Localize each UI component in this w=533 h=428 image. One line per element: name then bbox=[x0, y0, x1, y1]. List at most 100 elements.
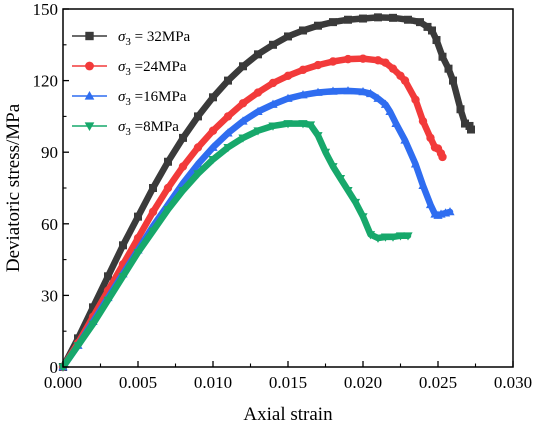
x-tick-label: 0.030 bbox=[494, 373, 532, 392]
data-point-s0-12 bbox=[239, 62, 247, 71]
data-point-s2-20 bbox=[358, 87, 368, 96]
data-point-s3-9 bbox=[193, 170, 203, 179]
data-point-s0-34 bbox=[467, 125, 475, 134]
data-point-s0-31 bbox=[456, 105, 465, 114]
data-point-s2-11 bbox=[223, 128, 233, 137]
data-point-s2-24 bbox=[385, 106, 395, 116]
data-point-s3-10 bbox=[208, 155, 218, 165]
data-point-s0-22 bbox=[389, 13, 397, 22]
data-point-s1-25 bbox=[400, 76, 410, 85]
data-point-s3-15 bbox=[283, 120, 293, 129]
data-point-s0-3 bbox=[104, 272, 112, 281]
data-point-s3-23 bbox=[350, 198, 361, 208]
data-point-s3-7 bbox=[163, 206, 173, 215]
data-point-s3-4 bbox=[118, 272, 128, 282]
data-point-s1-18 bbox=[328, 57, 338, 66]
data-point-s0-14 bbox=[269, 40, 277, 49]
legend-item-0: σ3 = 32MPa bbox=[72, 29, 191, 48]
data-point-s3-19 bbox=[320, 148, 331, 157]
data-point-s2-13 bbox=[253, 106, 263, 116]
data-point-s0-16 bbox=[299, 26, 307, 35]
data-point-s2-9 bbox=[193, 159, 203, 168]
data-point-s0-7 bbox=[164, 157, 172, 166]
data-point-s3-1 bbox=[73, 342, 83, 351]
data-point-s1-7 bbox=[163, 183, 173, 193]
data-point-s3-2 bbox=[88, 320, 98, 329]
data-point-s3-5 bbox=[133, 249, 143, 258]
data-point-s1-14 bbox=[268, 78, 278, 88]
data-point-s3-21 bbox=[335, 175, 346, 184]
y-tick-label: 90 bbox=[41, 143, 58, 162]
data-point-s3-6 bbox=[148, 227, 158, 236]
data-point-s3-22 bbox=[343, 186, 353, 196]
data-point-s1-28 bbox=[426, 133, 435, 143]
data-point-s1-20 bbox=[358, 54, 368, 63]
data-point-s3-26 bbox=[373, 234, 383, 243]
data-point-s0-30 bbox=[449, 76, 457, 85]
data-point-s1-8 bbox=[178, 162, 188, 171]
data-point-s2-27 bbox=[410, 159, 421, 168]
data-point-s1-19 bbox=[343, 54, 353, 64]
data-point-s2-15 bbox=[283, 93, 293, 102]
data-point-s0-29 bbox=[444, 64, 453, 73]
data-point-s0-24 bbox=[416, 18, 424, 27]
data-point-s1-5 bbox=[133, 233, 143, 243]
x-tick-label: 0.020 bbox=[344, 373, 382, 392]
data-point-s1-32 bbox=[438, 152, 447, 162]
data-point-s3-20 bbox=[328, 163, 338, 172]
series-layer bbox=[58, 13, 475, 372]
data-point-s0-23 bbox=[404, 15, 412, 24]
data-point-s0-17 bbox=[314, 21, 322, 30]
data-point-s0-8 bbox=[179, 133, 187, 142]
legend-label: σ3 =16MPa bbox=[118, 89, 187, 108]
legend-item-3: σ3 =8MPa bbox=[72, 119, 179, 138]
data-point-s0-9 bbox=[194, 112, 202, 121]
y-tick-label: 0 bbox=[50, 358, 59, 377]
data-point-s2-29 bbox=[425, 199, 436, 209]
data-point-s0-21 bbox=[374, 13, 382, 22]
data-point-s3-13 bbox=[253, 127, 263, 136]
data-point-s1-26 bbox=[411, 95, 420, 104]
data-point-s3-25 bbox=[365, 231, 376, 240]
data-point-s1-21 bbox=[373, 56, 383, 65]
y-tick-label: 60 bbox=[41, 215, 58, 234]
data-point-s0-19 bbox=[344, 15, 352, 24]
data-point-s1-27 bbox=[418, 116, 428, 126]
data-point-s2-16 bbox=[298, 90, 308, 99]
data-point-s2-28 bbox=[418, 180, 428, 190]
y-tick-label: 30 bbox=[41, 286, 58, 305]
legend-label: σ3 =24MPa bbox=[118, 59, 187, 78]
series-3 bbox=[58, 120, 413, 372]
data-point-s2-10 bbox=[208, 142, 218, 151]
tick-layer: 0.000 0.005 0.010 0.015 0.020 0.025 0.030 0 30 60… bbox=[33, 0, 533, 392]
x-axis-title: Axial strain bbox=[243, 404, 333, 425]
legend-marker-1 bbox=[85, 61, 94, 71]
data-point-s0-4 bbox=[119, 241, 127, 250]
y-axis-title: Deviatoric stress/MPa bbox=[3, 103, 24, 272]
y-tick-label: 120 bbox=[33, 72, 59, 91]
data-point-s1-13 bbox=[253, 88, 263, 97]
data-point-s0-11 bbox=[224, 76, 232, 85]
data-point-s3-12 bbox=[238, 134, 248, 143]
series-1 bbox=[58, 54, 447, 372]
legend-marker-2 bbox=[84, 90, 95, 100]
data-point-s0-15 bbox=[284, 32, 292, 41]
data-point-s2-17 bbox=[313, 87, 323, 96]
data-point-s3-16 bbox=[298, 120, 308, 129]
data-point-s2-25 bbox=[391, 118, 401, 127]
data-point-s1-23 bbox=[388, 64, 398, 73]
data-point-s3-18 bbox=[313, 132, 323, 141]
data-point-s0-5 bbox=[134, 212, 142, 221]
legend-label: σ3 =8MPa bbox=[118, 119, 179, 138]
data-point-s0-10 bbox=[209, 93, 217, 102]
data-point-s2-12 bbox=[238, 116, 248, 125]
data-point-s3-24 bbox=[358, 213, 368, 222]
x-tick-label: 0.025 bbox=[419, 373, 457, 392]
data-point-s1-16 bbox=[298, 65, 308, 75]
legend-marker-3 bbox=[84, 122, 95, 132]
series-0 bbox=[59, 13, 475, 371]
y-tick-label: 150 bbox=[33, 0, 59, 19]
data-point-s0-6 bbox=[149, 184, 157, 192]
data-point-s2-21 bbox=[365, 88, 376, 98]
data-point-s2-18 bbox=[328, 86, 338, 95]
